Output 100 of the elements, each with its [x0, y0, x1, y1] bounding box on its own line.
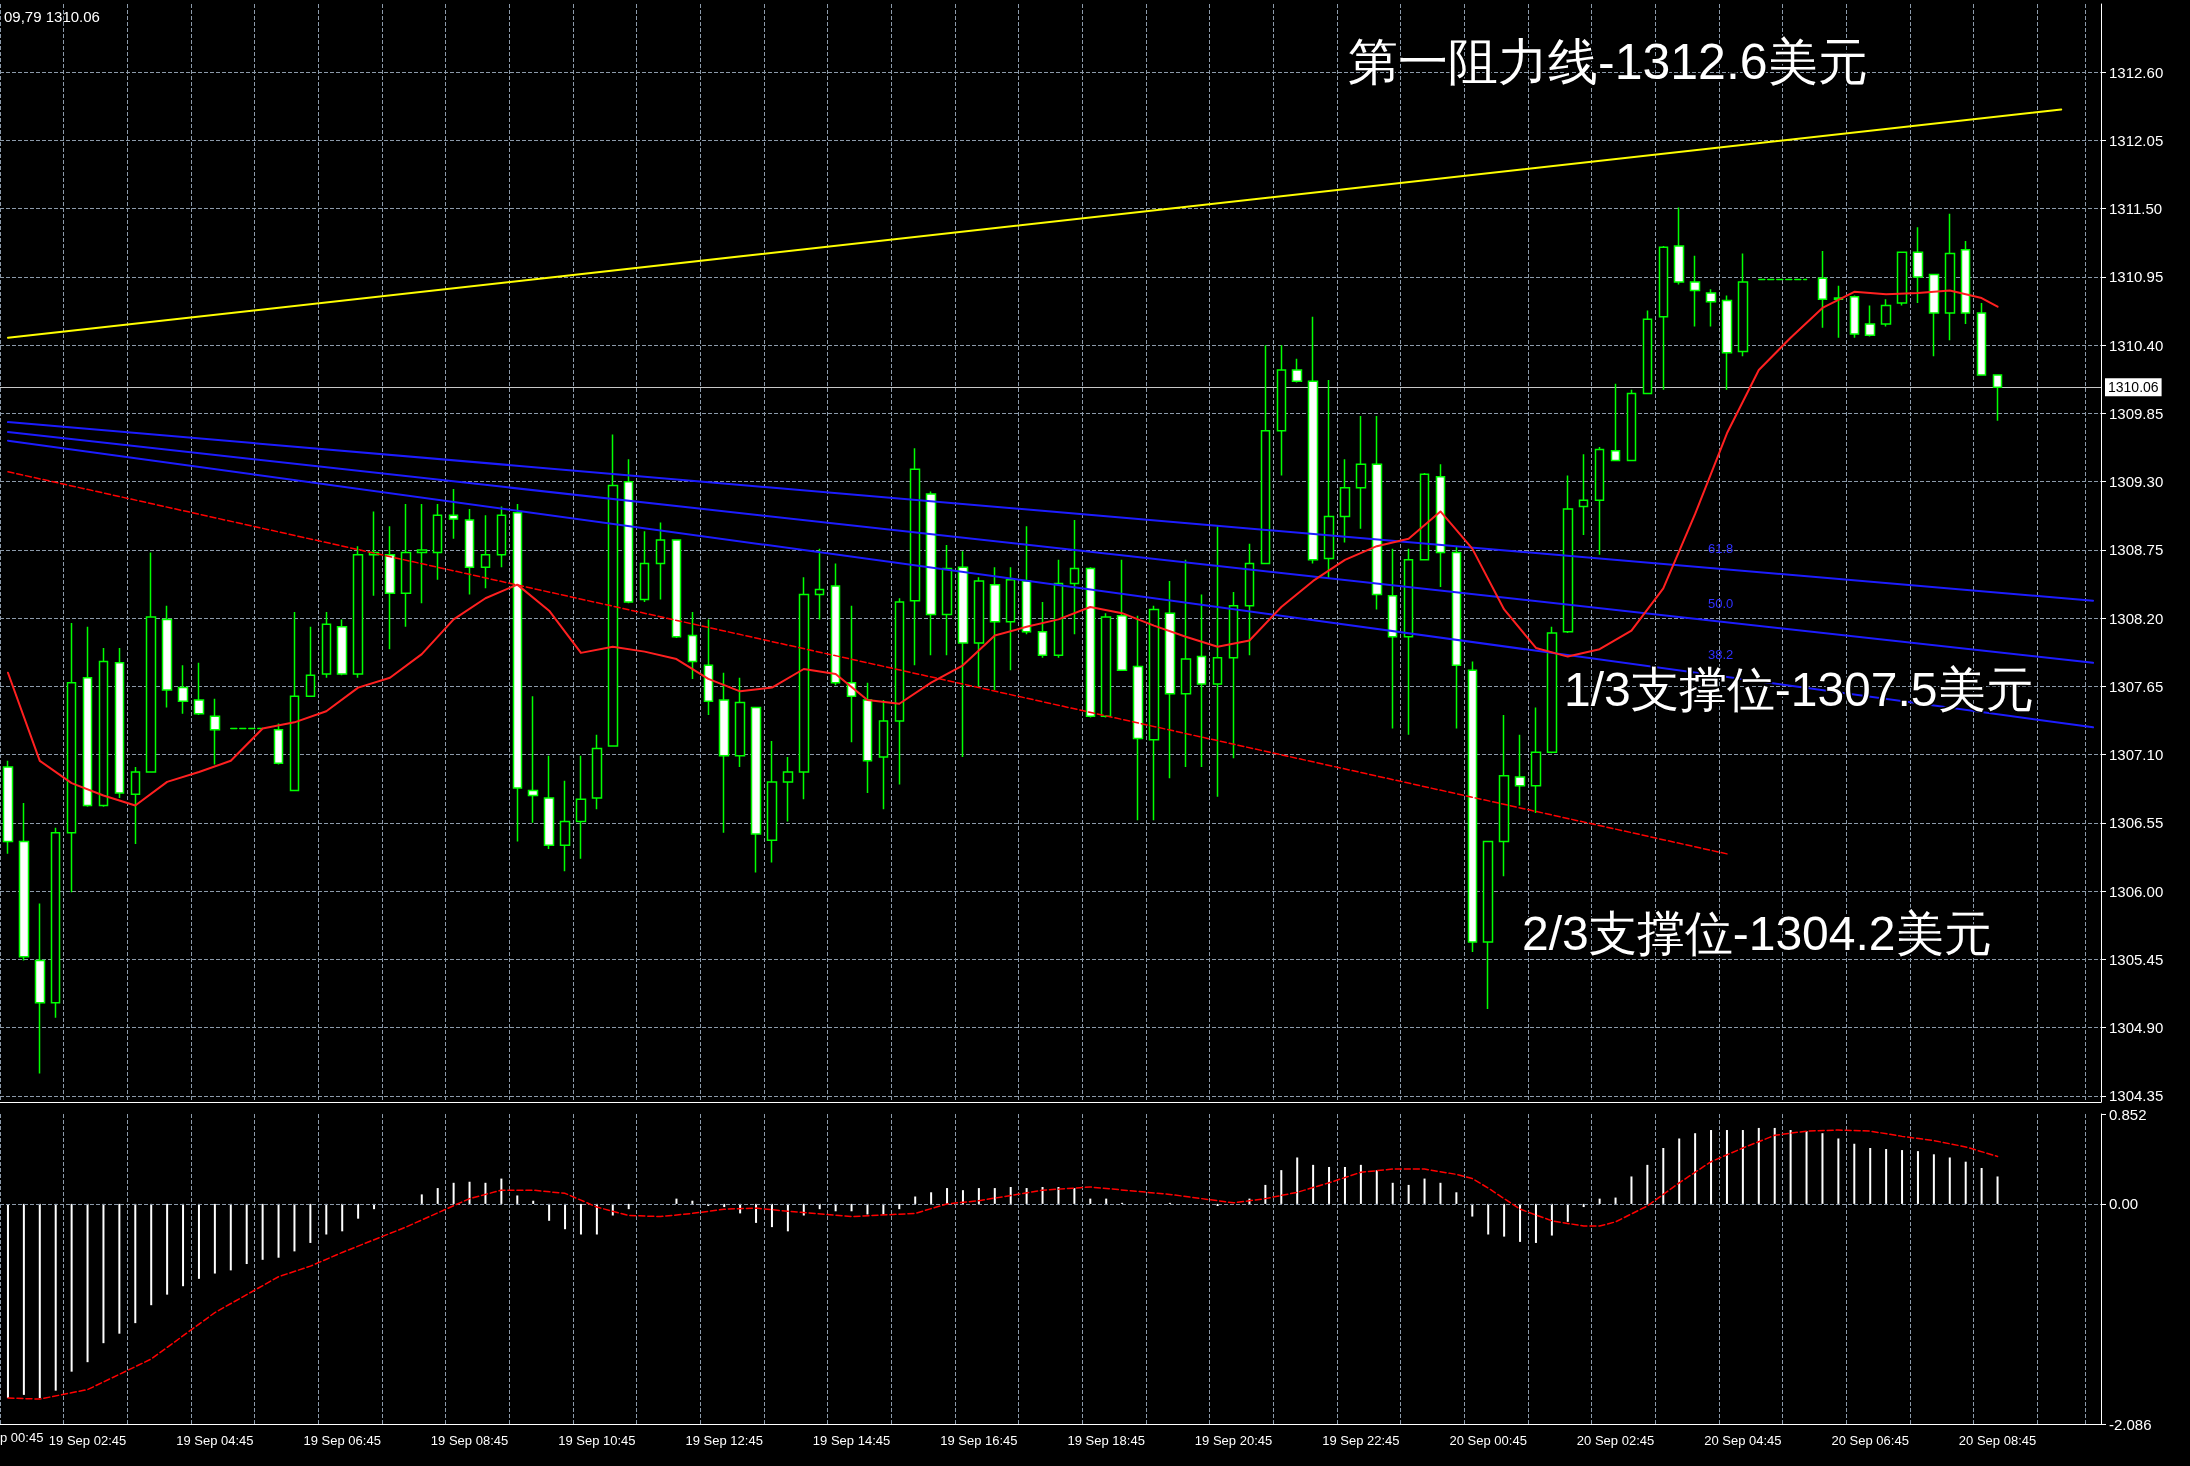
bar: [1916, 1151, 1919, 1204]
bar: [436, 1188, 439, 1204]
y-tick-label: 1309.30: [2109, 473, 2164, 491]
bar: [1105, 1198, 1108, 1204]
x-tick-label: 19 Sep 02:45: [48, 1433, 127, 1448]
candlestick: [734, 676, 746, 768]
bar: [1455, 1192, 1458, 1204]
candlestick: [1530, 706, 1542, 814]
bar: [1407, 1184, 1410, 1204]
candlestick: [1610, 382, 1621, 462]
candlestick: [1992, 374, 2003, 422]
candlestick: [1355, 415, 1367, 530]
y-tick-label: 1312.05: [2109, 131, 2164, 149]
bar: [166, 1203, 169, 1295]
candlestick: [1403, 547, 1414, 736]
candlestick: [336, 618, 348, 676]
bar: [229, 1203, 232, 1271]
candlestick: [1833, 284, 1844, 339]
bar: [54, 1203, 57, 1391]
candlestick: [1323, 379, 1335, 580]
annotation: 50.0: [1708, 595, 1734, 611]
candlestick: [1642, 309, 1653, 395]
bar: [22, 1203, 25, 1395]
candlestick: [941, 544, 953, 657]
candlestick: [2, 760, 14, 855]
bar: [930, 1192, 933, 1204]
bar: [946, 1188, 949, 1204]
x-tick-label: 19 Sep 16:45: [940, 1433, 1018, 1448]
bar: [1885, 1149, 1888, 1204]
bar: [993, 1188, 996, 1204]
candlestick: [448, 488, 459, 540]
bar: [1073, 1188, 1076, 1204]
bar: [38, 1203, 41, 1399]
y-tick-label: -2.086: [2109, 1415, 2152, 1433]
candlestick: [321, 611, 332, 679]
bar: [468, 1181, 471, 1204]
candlestick: [512, 503, 523, 843]
candlestick: [925, 490, 937, 657]
bar: [1296, 1157, 1299, 1204]
x-tick-label: 19 Sep 12:45: [685, 1433, 763, 1448]
bar: [1550, 1203, 1553, 1236]
bar: [1503, 1203, 1506, 1237]
candlestick: [161, 604, 173, 709]
bar: [1646, 1164, 1649, 1204]
bar: [1519, 1203, 1522, 1242]
bar: [961, 1190, 964, 1204]
bar: [341, 1203, 344, 1232]
bar: [564, 1203, 567, 1230]
candlestick: [1451, 545, 1462, 730]
candlestick: [1960, 240, 1971, 325]
candlestick: [878, 699, 889, 810]
candlestick: [575, 755, 587, 860]
bar: [1662, 1147, 1665, 1204]
bar: [1089, 1198, 1092, 1204]
bar: [150, 1203, 153, 1306]
candlestick: [1498, 714, 1510, 877]
candlestick: [1116, 559, 1128, 671]
candlestick: [480, 514, 491, 590]
candlestick: [193, 662, 205, 716]
bar: [1948, 1157, 1951, 1204]
candlestick: [894, 597, 905, 786]
bar: [516, 1195, 519, 1204]
bar: [1932, 1154, 1935, 1204]
candlestick: [1721, 294, 1733, 391]
bar: [102, 1203, 105, 1344]
y-tick-label: 1307.65: [2109, 677, 2164, 695]
bar: [1789, 1130, 1792, 1204]
candlestick: [1705, 288, 1717, 328]
bar: [1423, 1178, 1426, 1204]
ref-line-label: 1310.06: [2108, 379, 2159, 396]
bar: [325, 1203, 328, 1235]
candlestick: [1419, 472, 1430, 561]
candlestick: [1482, 840, 1494, 1010]
bar: [1725, 1130, 1728, 1204]
bar: [277, 1203, 280, 1258]
bar: [1821, 1133, 1824, 1204]
x-tick-label: 19 Sep 10:45: [558, 1433, 636, 1448]
text: p 00:45: [0, 1429, 44, 1445]
candlestick: [1339, 458, 1351, 544]
candlestick: [1578, 453, 1589, 536]
candlestick: [1817, 250, 1828, 329]
candlestick: [145, 551, 157, 773]
candlestick: [782, 756, 794, 823]
candlestick: [655, 521, 666, 601]
bar: [1009, 1187, 1012, 1204]
annotation: 38.2: [1708, 646, 1734, 662]
bar: [1853, 1143, 1856, 1204]
candlestick: [368, 510, 380, 597]
y-tick-label: 1308.75: [2109, 541, 2164, 559]
bar: [1757, 1127, 1760, 1204]
bar: [1678, 1138, 1681, 1204]
candlestick: [289, 611, 300, 792]
bar: [420, 1194, 423, 1204]
candlestick: [50, 827, 61, 1019]
bar: [1980, 1168, 1983, 1204]
bar: [1598, 1198, 1601, 1204]
x-tick-label: 19 Sep 14:45: [812, 1433, 891, 1448]
bar: [70, 1203, 73, 1372]
bar: [86, 1203, 89, 1363]
candlestick: [559, 779, 571, 872]
